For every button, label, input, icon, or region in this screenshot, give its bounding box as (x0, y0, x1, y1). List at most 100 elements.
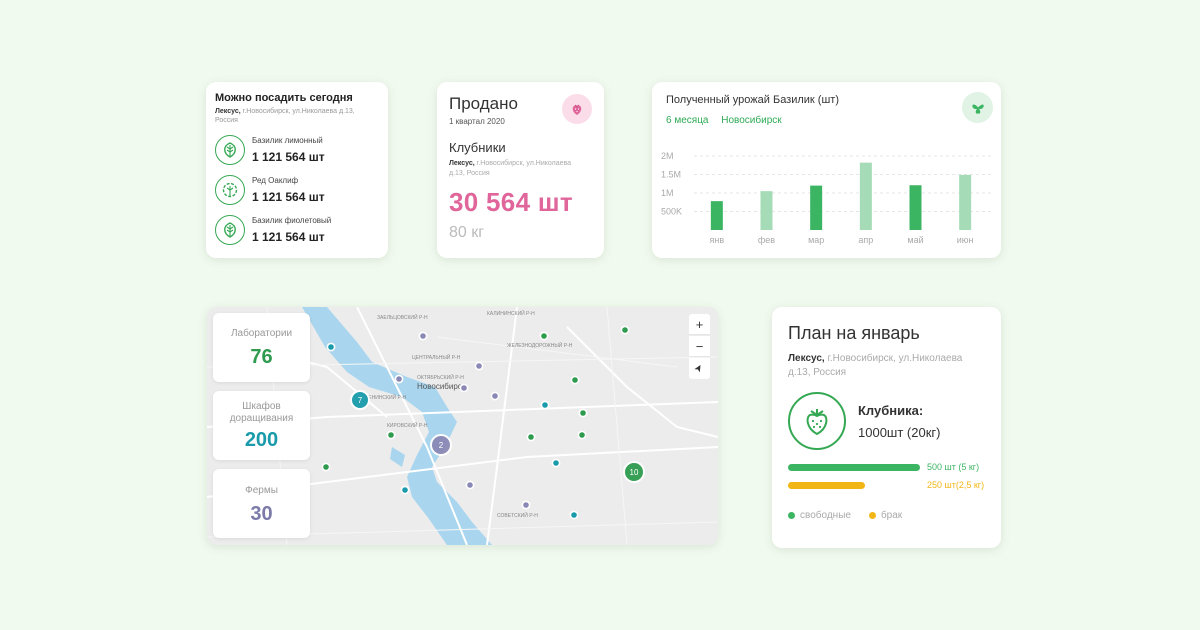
plan-product-name: Клубника: (858, 402, 924, 418)
map-marker[interactable] (459, 383, 469, 393)
sold-card: Продано 1 квартал 2020 Клубники Лексус, … (437, 82, 604, 258)
city-filter[interactable]: Новосибирск (721, 115, 782, 126)
plant-name: Ред Оаклиф (252, 176, 299, 185)
sold-amount: 30 564 шт (449, 187, 573, 217)
plant-today-card: Можно посадить сегодня Лексус, г.Новосиб… (206, 82, 388, 258)
sold-period: 1 квартал 2020 (449, 117, 505, 126)
sold-weight: 80 кг (449, 224, 485, 241)
svg-text:7: 7 (358, 396, 363, 405)
plant-count: 1 121 564 шт (252, 190, 325, 204)
map-marker[interactable] (578, 408, 588, 418)
map-marker[interactable] (418, 331, 428, 341)
cluster-marker[interactable]: 2 (430, 434, 452, 456)
plan-progress-label: 500 шт (5 кг) (927, 462, 980, 472)
plant-item[interactable]: Базилик лимонный 1 121 564 шт (215, 135, 379, 165)
basil-leaf-icon (215, 215, 245, 245)
stat-label: Фермы (245, 485, 278, 496)
stat-value: 30 (250, 503, 273, 525)
x-tick-label: май (907, 235, 923, 245)
plan-progress-row: 250 шт(2,5 кг) (788, 480, 985, 490)
plan-progress-row: 500 шт (5 кг) (788, 462, 985, 472)
map-marker[interactable] (394, 374, 404, 384)
chart-bar (859, 162, 872, 230)
map-marker[interactable] (570, 375, 580, 385)
harvest-title: Полученный урожай Базилик (шт) (666, 94, 839, 106)
oakleaf-lettuce-icon (215, 175, 245, 205)
plant-today-address: Лексус, г.Новосибирск, ул.Николаева д.13… (215, 108, 355, 124)
svg-text:2: 2 (439, 441, 444, 450)
period-filter[interactable]: 6 месяца (666, 115, 709, 126)
zoom-in-button[interactable]: + (689, 314, 710, 335)
plan-product-amount: 1000шт (20кг) (858, 424, 941, 440)
district-label: КИРОВСКИЙ Р-Н (387, 421, 428, 429)
chart-bar (810, 185, 823, 230)
plan-address: Лексус, г.Новосибирск, ул.Николаева д.13… (788, 353, 963, 378)
cabinets-stat[interactable]: Шкафов доращивания 200 (213, 391, 310, 460)
map-marker[interactable] (400, 485, 410, 495)
sold-product: Клубники (449, 140, 506, 155)
harvest-bar-chart: 2M 1.5M 1M 500K янв фев мар апр май июн (661, 151, 992, 245)
district-label: ЦЕНТРАЛЬНЫЙ Р-Н (412, 353, 461, 361)
farms-stat[interactable]: Фермы 30 (213, 469, 310, 538)
map-markers (321, 325, 630, 520)
sold-title: Продано (449, 94, 518, 113)
chart-bar (959, 174, 972, 230)
x-tick-label: июн (957, 235, 974, 245)
district-label: ЗАЕЛЬЦОВСКИЙ Р-Н (377, 313, 428, 321)
plan-title: План на январь (788, 323, 920, 343)
map-marker[interactable] (474, 361, 484, 371)
y-tick-label: 1M (661, 188, 674, 198)
harvest-chart-card: 2M 1.5M 1M 500K янв фев мар апр май июн Полученны… (652, 82, 1001, 258)
locate-icon[interactable]: ➤ (689, 358, 710, 379)
stat-value: 200 (244, 429, 279, 451)
district-labels: ЗАЕЛЬЦОВСКИЙ Р-Н ЦЕНТРАЛЬНЫЙ Р-Н ОКТЯБРЬ… (365, 309, 573, 519)
chart-bar (760, 191, 773, 230)
map-marker[interactable] (620, 325, 630, 335)
map-marker[interactable] (577, 430, 587, 440)
plant-count: 1 121 564 шт (252, 150, 325, 164)
map-marker[interactable] (326, 342, 336, 352)
district-label: ЛЕНИНСКИЙ Р-Н (365, 393, 407, 401)
legend-item: свободные (788, 510, 851, 521)
svg-text:10: 10 (630, 468, 639, 477)
y-tick-label: 1.5M (661, 170, 681, 180)
plant-item[interactable]: Базилик фиолетовый 1 121 564 шт (215, 215, 379, 245)
basil-leaf-icon (215, 135, 245, 165)
map-marker[interactable] (521, 500, 531, 510)
y-tick-label: 2M (661, 151, 674, 161)
plant-today-title: Можно посадить сегодня (215, 92, 353, 104)
x-tick-label: фев (758, 235, 775, 245)
map-marker[interactable] (540, 400, 550, 410)
cluster-marker[interactable]: 10 (623, 461, 645, 483)
map-marker[interactable] (386, 430, 396, 440)
map-marker[interactable] (569, 510, 579, 520)
plan-progress-bar (788, 481, 865, 489)
map-marker[interactable] (526, 432, 536, 442)
x-tick-label: янв (710, 235, 725, 245)
district-label: ЖЕЛЕЗНОДОРОЖНЫЙ Р-Н (507, 341, 573, 349)
labs-stat[interactable]: Лаборатории 76 (213, 313, 310, 382)
chart-bar (710, 201, 723, 230)
district-label: ОКТЯБРЬСКИЙ Р-Н (417, 373, 464, 381)
stat-value: 76 (250, 346, 273, 368)
farm-map-card[interactable]: ЗАЕЛЬЦОВСКИЙ Р-Н ЦЕНТРАЛЬНЫЙ Р-Н ОКТЯБРЬ… (207, 307, 718, 545)
stat-label: Шкафов доращивания (229, 401, 294, 424)
y-tick-label: 500K (661, 207, 682, 217)
plan-card: План на январь Лексус, г.Новосибирск, ул… (772, 307, 1001, 548)
map-marker[interactable] (539, 331, 549, 341)
stat-label: Лаборатории (230, 328, 293, 339)
map-marker[interactable] (321, 462, 331, 472)
chart-bar (909, 185, 922, 230)
x-tick-label: мар (808, 235, 824, 245)
map-marker[interactable] (465, 480, 475, 490)
sold-address: Лексус, г.Новосибирск, ул.Николаева д.13… (449, 160, 572, 177)
plant-name: Базилик лимонный (252, 136, 323, 145)
map-marker[interactable] (551, 458, 561, 468)
strawberry-icon (788, 392, 846, 450)
city-label: Новосибирск (417, 382, 466, 391)
district-label: КАЛИНИНСКИЙ Р-Н (487, 309, 535, 317)
map-marker[interactable] (490, 391, 500, 401)
cluster-marker[interactable]: 7 (350, 390, 370, 410)
plant-item[interactable]: Ред Оаклиф 1 121 564 шт (215, 175, 379, 205)
zoom-out-button[interactable]: − (689, 336, 710, 357)
